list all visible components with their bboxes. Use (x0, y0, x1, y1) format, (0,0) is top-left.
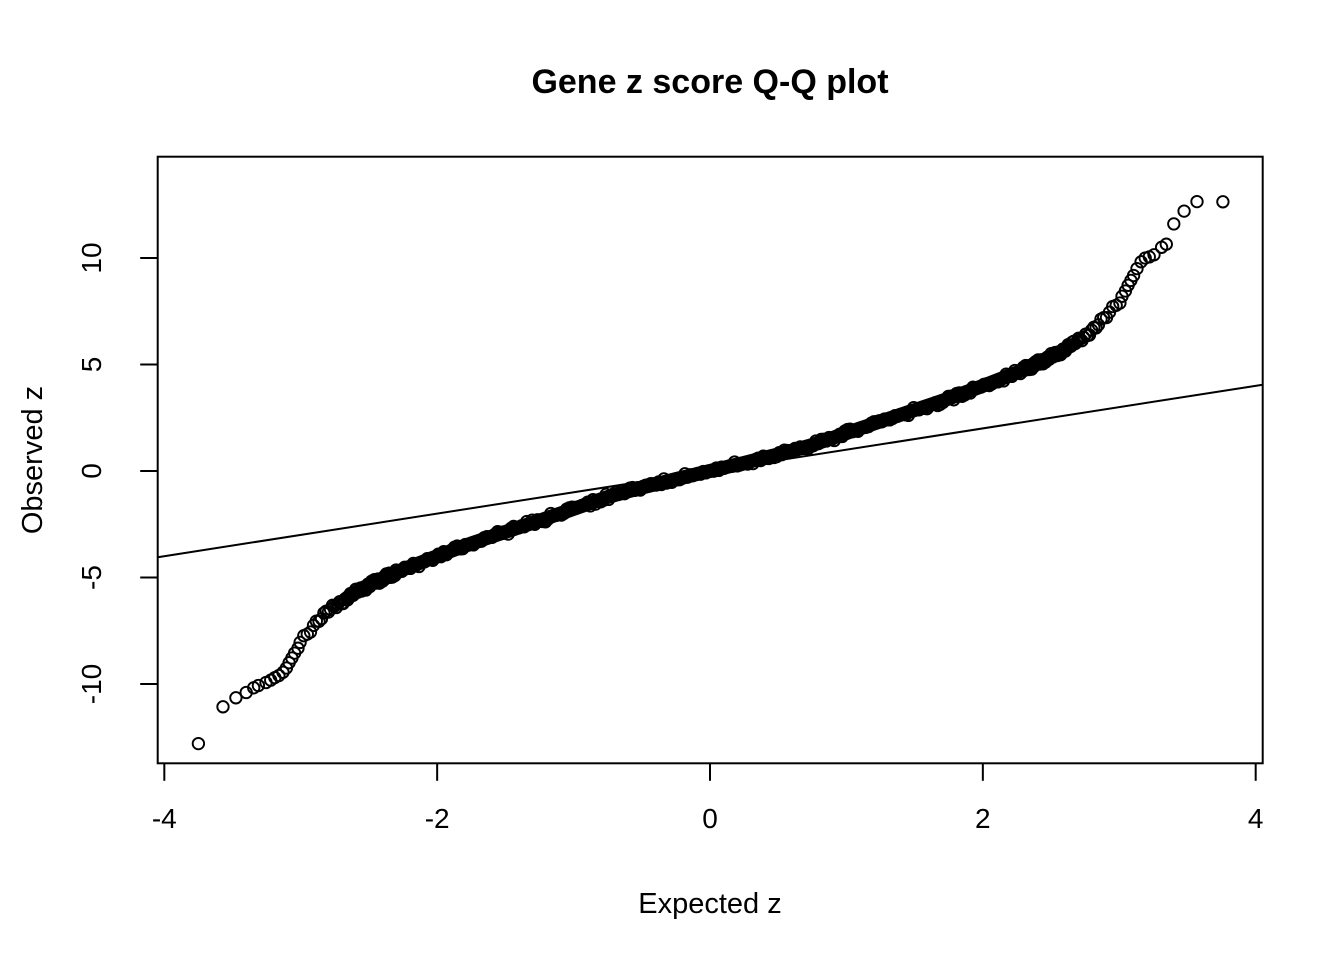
data-point (991, 375, 1005, 389)
data-point (216, 700, 230, 714)
data-point (191, 736, 206, 751)
y-axis-label: Observed z (17, 386, 49, 534)
x-tick-labels: -4 -2 0 2 4 (152, 803, 1264, 834)
y-tick-label: 5 (76, 357, 107, 373)
data-point (628, 483, 642, 497)
x-tick-label: 2 (975, 803, 991, 834)
data-point (1177, 204, 1191, 218)
y-tick-label: -5 (76, 565, 107, 590)
x-tick-label: 0 (702, 803, 718, 834)
y-tick-label: 10 (76, 242, 107, 273)
plot-border (156, 155, 1264, 765)
data-point (1130, 261, 1144, 276)
y-tick-labels: -10 -5 0 5 10 (76, 242, 107, 704)
data-point (239, 685, 253, 700)
data-point (303, 625, 318, 639)
data-point (259, 675, 273, 690)
data-point (1167, 217, 1181, 231)
data-point (1126, 268, 1141, 283)
data-point (1113, 296, 1127, 310)
data-point (229, 691, 243, 705)
y-tick-label: 0 (76, 463, 107, 479)
data-point (958, 388, 972, 402)
data-point (1190, 194, 1204, 209)
data-point (1159, 237, 1173, 251)
x-axis-label: Expected z (638, 888, 781, 920)
data-point (437, 545, 451, 559)
y-tick-label: -10 (76, 664, 107, 704)
data-point (293, 635, 307, 650)
data-point (1147, 248, 1161, 262)
x-tick-label: -2 (425, 803, 450, 834)
axis-ticks (140, 257, 1257, 781)
data-point (512, 521, 526, 535)
scatter-points (191, 194, 1230, 751)
x-tick-label: -4 (152, 803, 177, 834)
data-point (1216, 195, 1230, 209)
x-tick-label: 4 (1248, 803, 1264, 834)
chart-title: Gene z score Q-Q plot (531, 63, 888, 101)
